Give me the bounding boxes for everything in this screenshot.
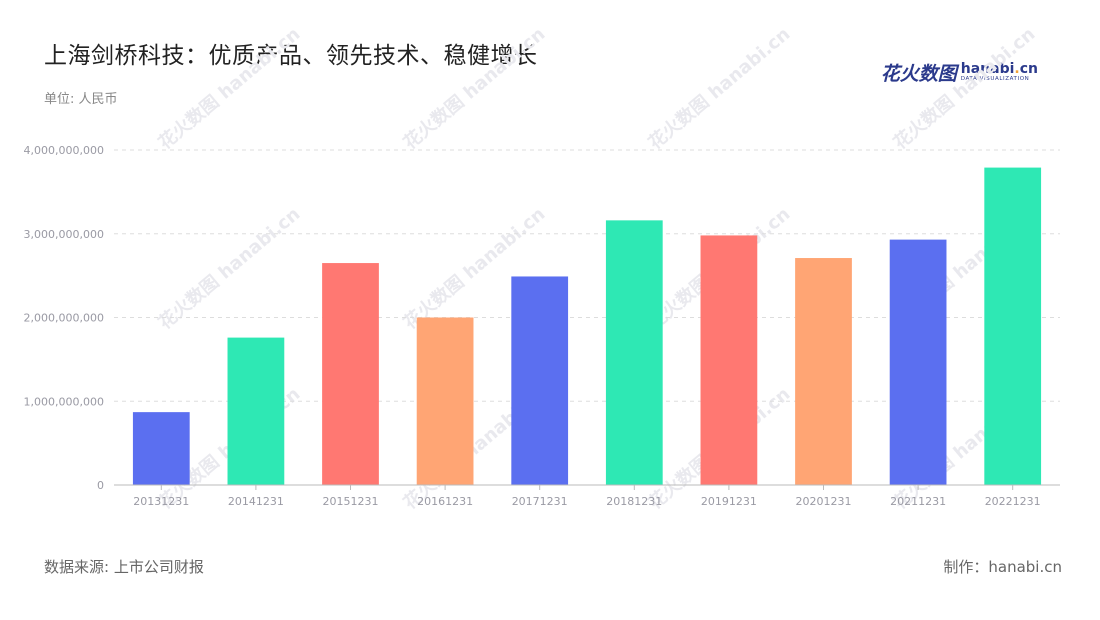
data-source: 数据来源: 上市公司财报 bbox=[44, 558, 204, 576]
bar-20191231[interactable] bbox=[700, 235, 758, 485]
bar-20221231[interactable] bbox=[984, 167, 1042, 485]
chart-title: 上海剑桥科技：优质产品、领先技术、稳健增长 bbox=[44, 43, 538, 69]
x-tick-label: 20201231 bbox=[796, 495, 852, 508]
logo-word-suffix: cn bbox=[1019, 60, 1038, 77]
y-tick-label: 2,000,000,000 bbox=[24, 312, 104, 325]
y-tick-label: 4,000,000,000 bbox=[24, 144, 104, 157]
bar-20161231[interactable] bbox=[416, 317, 474, 486]
x-axis: 20131231 20141231 20151231 20161231 20171231… bbox=[114, 484, 1060, 508]
bar-20131231[interactable] bbox=[132, 412, 190, 485]
watermark-text: 花火数图 hanabi.cn bbox=[889, 23, 1039, 154]
logo-word-prefix: hanabi bbox=[960, 60, 1015, 77]
bar-20181231[interactable] bbox=[605, 220, 663, 485]
bar-20141231[interactable] bbox=[227, 337, 285, 485]
y-axis: 0 1,000,000,000 2,000,000,000 3,000,000,000… bbox=[24, 144, 104, 492]
logo-word: hanabi.cn bbox=[961, 62, 1038, 76]
grid-lines bbox=[114, 149, 1060, 402]
watermark-text: 花火数图 hanabi.cn bbox=[399, 23, 549, 154]
x-tick-label: 20151231 bbox=[323, 495, 379, 508]
x-tick-label: 20221231 bbox=[985, 495, 1041, 508]
x-tick-label: 20171231 bbox=[512, 495, 568, 508]
watermark-text: 花火数图 hanabi.cn bbox=[154, 23, 304, 154]
watermark-text: 花火数图 hanabi.cn bbox=[644, 23, 794, 154]
x-tick-label: 20141231 bbox=[228, 495, 284, 508]
hanabi-logo[interactable]: 花火数图 hanabi.cn DATA VISUALIZATION bbox=[881, 58, 1038, 86]
logo-word-dot: . bbox=[1014, 60, 1020, 77]
unit-label: 单位: 人民币 bbox=[44, 92, 118, 107]
logo-text-cn: 花火数图 bbox=[880, 62, 957, 85]
y-tick-label: 3,000,000,000 bbox=[24, 228, 104, 241]
x-tick-label: 20211231 bbox=[890, 495, 946, 508]
credit-link[interactable]: 制作：hanabi.cn bbox=[943, 558, 1062, 576]
logo-text-en: hanabi.cn DATA VISUALIZATION bbox=[961, 62, 1038, 83]
y-tick-label: 1,000,000,000 bbox=[24, 395, 104, 408]
bar-20171231[interactable] bbox=[511, 276, 569, 485]
logo-subtitle: DATA VISUALIZATION bbox=[960, 75, 1030, 82]
x-tick-label: 20131231 bbox=[133, 495, 189, 508]
watermark-text: 花火数图 hanabi.cn bbox=[154, 203, 304, 334]
x-tick-label: 20161231 bbox=[417, 495, 473, 508]
y-tick-label: 0 bbox=[97, 479, 104, 492]
x-tick-label: 20181231 bbox=[606, 495, 662, 508]
bars bbox=[132, 167, 1042, 486]
bar-20151231[interactable] bbox=[322, 263, 379, 485]
bar-20201231[interactable] bbox=[795, 258, 852, 485]
x-tick-label: 20191231 bbox=[701, 495, 757, 508]
bar-20211231[interactable] bbox=[889, 239, 947, 485]
